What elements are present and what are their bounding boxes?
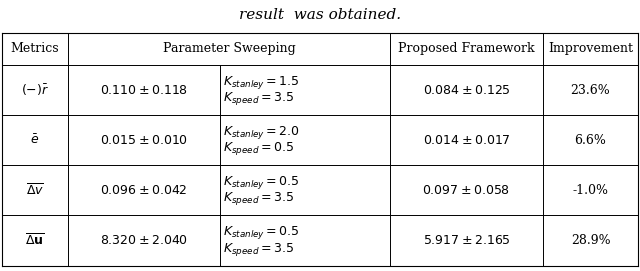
Text: $0.097 \pm 0.058$: $0.097 \pm 0.058$ bbox=[422, 184, 511, 197]
Text: $K_{stanley} = 1.5$: $K_{stanley} = 1.5$ bbox=[223, 74, 300, 91]
Text: $\overline{\Delta v}$: $\overline{\Delta v}$ bbox=[26, 183, 44, 198]
Text: $0.096 \pm 0.042$: $0.096 \pm 0.042$ bbox=[100, 184, 188, 197]
Text: $K_{stanley} = 0.5$: $K_{stanley} = 0.5$ bbox=[223, 224, 300, 241]
Text: $(-)\bar{r}$: $(-)\bar{r}$ bbox=[21, 82, 49, 98]
Text: Metrics: Metrics bbox=[11, 42, 60, 55]
Text: Proposed Framework: Proposed Framework bbox=[398, 42, 535, 55]
Text: result  was obtained.: result was obtained. bbox=[239, 8, 401, 22]
Text: $0.084 \pm 0.125$: $0.084 \pm 0.125$ bbox=[422, 84, 511, 96]
Text: $5.917 \pm 2.165$: $5.917 \pm 2.165$ bbox=[422, 234, 511, 247]
Text: 28.9%: 28.9% bbox=[571, 234, 611, 247]
Text: $0.110 \pm 0.118$: $0.110 \pm 0.118$ bbox=[100, 84, 188, 96]
Text: $\bar{e}$: $\bar{e}$ bbox=[31, 134, 40, 147]
Text: $K_{stanley} = 0.5$: $K_{stanley} = 0.5$ bbox=[223, 174, 300, 191]
Text: $\overline{\Delta \mathbf{u}}$: $\overline{\Delta \mathbf{u}}$ bbox=[25, 233, 45, 248]
Text: $0.014 \pm 0.017$: $0.014 \pm 0.017$ bbox=[422, 134, 511, 147]
Text: $K_{speed} = 3.5$: $K_{speed} = 3.5$ bbox=[223, 241, 294, 257]
Text: -1.0%: -1.0% bbox=[573, 184, 609, 197]
Text: $K_{speed} = 0.5$: $K_{speed} = 0.5$ bbox=[223, 140, 294, 157]
Text: $K_{speed} = 3.5$: $K_{speed} = 3.5$ bbox=[223, 90, 294, 107]
Text: 6.6%: 6.6% bbox=[575, 134, 607, 147]
Text: 23.6%: 23.6% bbox=[571, 84, 611, 96]
Text: Improvement: Improvement bbox=[548, 42, 633, 55]
Text: $K_{stanley} = 2.0$: $K_{stanley} = 2.0$ bbox=[223, 124, 300, 141]
Text: $0.015 \pm 0.010$: $0.015 \pm 0.010$ bbox=[100, 134, 188, 147]
Text: $K_{speed} = 3.5$: $K_{speed} = 3.5$ bbox=[223, 191, 294, 207]
Text: Parameter Sweeping: Parameter Sweeping bbox=[163, 42, 296, 55]
Text: $8.320 \pm 2.040$: $8.320 \pm 2.040$ bbox=[100, 234, 188, 247]
